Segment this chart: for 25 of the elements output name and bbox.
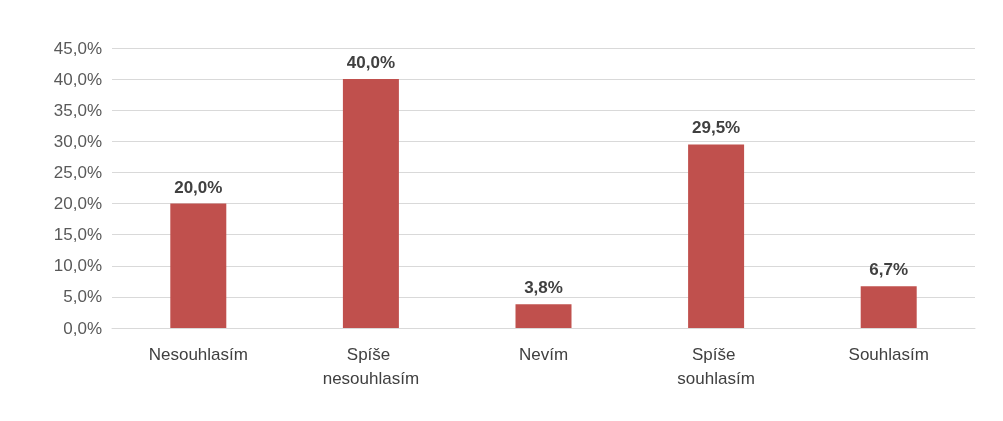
- y-tick-label: 45,0%: [53, 38, 102, 58]
- data-label: 20,0%: [174, 177, 223, 197]
- y-tick-label: 40,0%: [53, 69, 102, 89]
- y-tick-label: 15,0%: [53, 225, 102, 245]
- data-label: 29,5%: [692, 118, 741, 138]
- bar: [860, 286, 917, 328]
- data-label: 6,7%: [869, 260, 909, 280]
- bar: [688, 144, 745, 328]
- y-tick-label: 20,0%: [53, 194, 102, 214]
- x-tick-label: Nesouhlasím: [148, 344, 248, 364]
- data-label: 40,0%: [346, 53, 395, 73]
- y-tick-label: 25,0%: [53, 162, 102, 182]
- x-tick-label: Souhlasím: [848, 344, 929, 364]
- data-label: 3,8%: [524, 278, 563, 298]
- bar: [515, 304, 572, 328]
- y-tick-label: 30,0%: [53, 131, 102, 151]
- x-tick-label: Nevím: [518, 344, 569, 364]
- y-tick-label: 0,0%: [63, 318, 102, 338]
- x-tick-label: Spíše nesouhlasím: [322, 344, 420, 388]
- y-tick-label: 5,0%: [63, 287, 102, 307]
- bar: [170, 203, 227, 328]
- y-tick-label: 10,0%: [53, 256, 102, 276]
- x-tick-label: Spíše souhlasím: [677, 344, 755, 388]
- bar: [342, 79, 399, 328]
- y-tick-label: 35,0%: [53, 100, 102, 120]
